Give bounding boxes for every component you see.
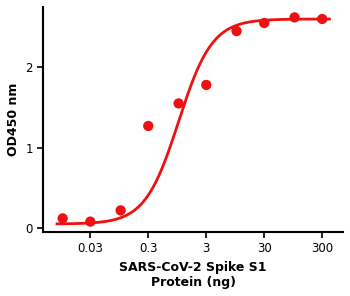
Point bbox=[292, 15, 298, 20]
Point bbox=[234, 29, 239, 33]
Point bbox=[261, 21, 267, 25]
Point bbox=[320, 17, 325, 21]
Y-axis label: OD450 nm: OD450 nm bbox=[7, 83, 20, 156]
Point bbox=[60, 216, 65, 221]
X-axis label: SARS-CoV-2 Spike S1
Protein (ng): SARS-CoV-2 Spike S1 Protein (ng) bbox=[119, 261, 267, 289]
Point bbox=[146, 123, 151, 128]
Point bbox=[176, 101, 181, 106]
Point bbox=[203, 83, 209, 87]
Point bbox=[88, 219, 93, 224]
Point bbox=[118, 208, 124, 213]
